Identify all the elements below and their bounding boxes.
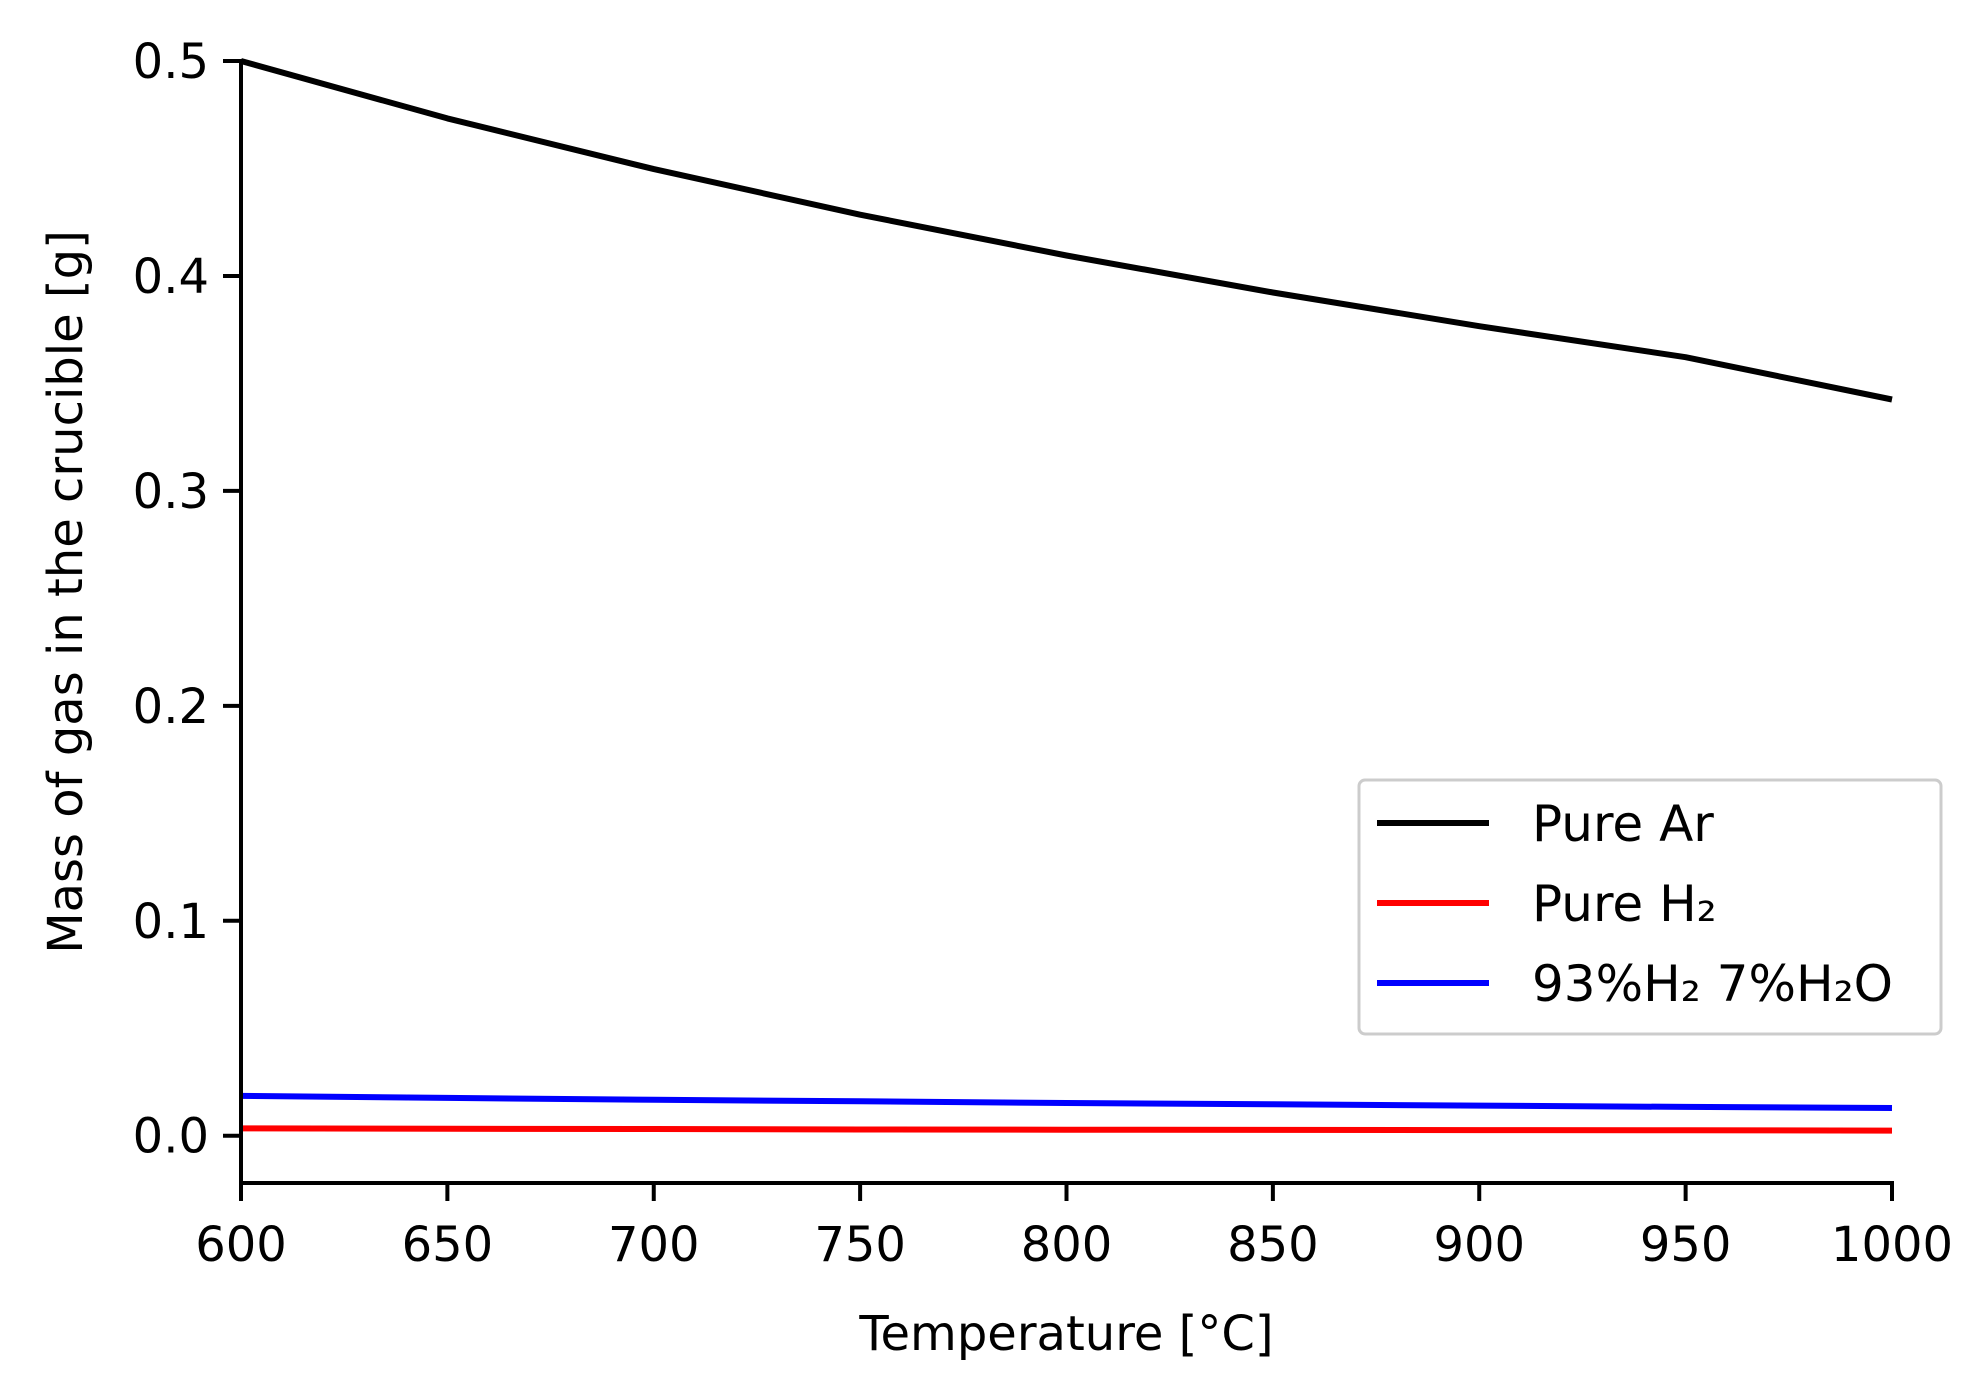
x-tick-label: 850 [1227, 1217, 1319, 1273]
legend-box [1357, 778, 1943, 1036]
y-tick-label: 0.0 [133, 1109, 209, 1165]
series-line-pure-ar [240, 58, 1893, 403]
x-tick-label: 600 [195, 1217, 287, 1273]
y-tick-label: 0.4 [133, 249, 209, 305]
x-tick-label: 950 [1640, 1217, 1732, 1273]
y-tick-label: 0.5 [133, 34, 209, 90]
x-tick-label: 700 [608, 1217, 700, 1273]
y-tick-label: 0.2 [133, 679, 209, 735]
ticks-layer: 600 650 700 750 800 850 900 950 1000 0.0 0.1 0.2 0.3… [133, 34, 1953, 1273]
legend-label: Pure H₂ [1532, 875, 1717, 933]
x-tick-label: 900 [1433, 1217, 1525, 1273]
y-tick-label: 0.1 [133, 894, 209, 950]
x-tick-label: 650 [402, 1217, 494, 1273]
x-tick-label: 1000 [1831, 1217, 1953, 1273]
legend-label: 93%H₂ 7%H₂O [1532, 955, 1893, 1013]
series-layer [240, 58, 1893, 1134]
x-tick-label: 750 [814, 1217, 906, 1273]
series-line-pure-h [240, 1125, 1893, 1134]
legend-items: Pure Ar Pure H₂ 93%H₂ 7%H₂O [1377, 795, 1893, 1013]
y-tick-label: 0.3 [133, 464, 209, 520]
legend: Pure Ar Pure H₂ 93%H₂ 7%H₂O [1357, 778, 1943, 1036]
series-line-93-h-7-h-o [240, 1092, 1893, 1111]
legend-label: Pure Ar [1532, 795, 1714, 853]
x-axis-title: Temperature [°C] [858, 1306, 1273, 1362]
y-axis-title: Mass of gas in the crucible [g] [38, 230, 94, 954]
x-tick-label: 800 [1021, 1217, 1113, 1273]
